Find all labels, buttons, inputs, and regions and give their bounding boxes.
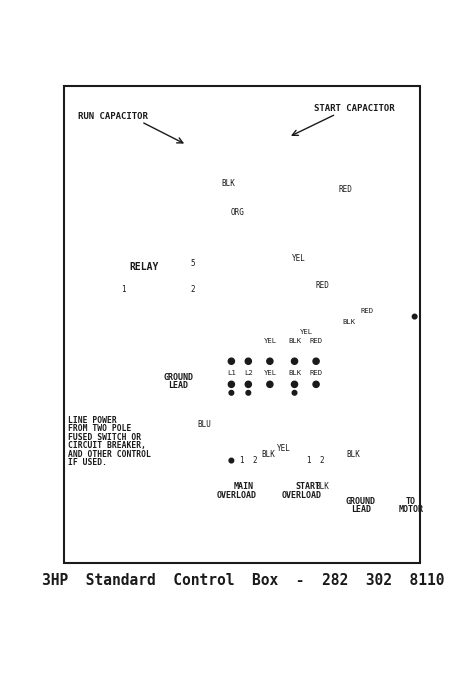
Text: BLK: BLK: [288, 370, 301, 376]
Text: RELAY: RELAY: [129, 262, 158, 272]
Bar: [191, 170, 198, 180]
Text: 1: 1: [121, 285, 126, 294]
Text: YEL: YEL: [264, 338, 276, 344]
Text: 1: 1: [239, 456, 244, 465]
Circle shape: [245, 358, 251, 364]
Circle shape: [292, 390, 297, 395]
Text: BLK: BLK: [343, 319, 356, 325]
Circle shape: [228, 358, 235, 364]
Text: RED: RED: [360, 308, 374, 314]
Text: L1: L1: [227, 370, 236, 376]
Circle shape: [292, 381, 298, 387]
Circle shape: [245, 381, 251, 387]
Text: BLU: BLU: [198, 420, 211, 429]
Text: LEAD: LEAD: [351, 505, 371, 514]
Circle shape: [267, 381, 273, 387]
Bar: [274, 170, 282, 180]
Text: BLK: BLK: [221, 179, 235, 188]
Bar: [242, 88, 290, 171]
Text: YEL: YEL: [264, 370, 276, 376]
Bar: [114, 249, 205, 298]
Bar: [220, 353, 344, 393]
Circle shape: [246, 390, 251, 395]
Text: FUSED SWITCH OR: FUSED SWITCH OR: [68, 433, 141, 442]
Text: TO: TO: [406, 497, 416, 506]
Bar: [247, 170, 255, 180]
Text: BLK: BLK: [346, 450, 360, 459]
Text: 2: 2: [191, 285, 195, 294]
Text: AND OTHER CONTROL: AND OTHER CONTROL: [68, 450, 151, 459]
Text: MAIN: MAIN: [234, 482, 254, 491]
Circle shape: [313, 358, 319, 364]
Text: OVERLOAD: OVERLOAD: [282, 491, 321, 500]
Text: 1: 1: [306, 456, 310, 465]
Text: IF USED.: IF USED.: [68, 458, 107, 467]
Bar: [185, 88, 233, 171]
Text: 2: 2: [252, 456, 257, 465]
Text: RED: RED: [338, 185, 352, 194]
Text: 5: 5: [191, 259, 195, 268]
Text: YEL: YEL: [292, 254, 306, 264]
Text: YEL: YEL: [300, 329, 313, 335]
Bar: [261, 170, 269, 180]
Bar: [211, 170, 219, 180]
Text: RED: RED: [315, 281, 329, 289]
Text: CIRCUIT BREAKER,: CIRCUIT BREAKER,: [68, 441, 146, 450]
Circle shape: [229, 458, 234, 463]
Text: YEL: YEL: [277, 444, 291, 453]
Circle shape: [267, 358, 273, 364]
Text: GROUND: GROUND: [163, 373, 193, 382]
Circle shape: [292, 358, 298, 364]
Text: RUN CAPACITOR: RUN CAPACITOR: [78, 112, 148, 121]
Circle shape: [229, 390, 234, 395]
Text: BLK: BLK: [288, 338, 301, 344]
Text: ORG: ORG: [230, 208, 245, 217]
Text: LEAD: LEAD: [168, 381, 188, 390]
Circle shape: [412, 314, 417, 319]
Text: BLK: BLK: [261, 450, 275, 459]
Text: 3HP  Standard  Control  Box  -  282  302  8110: 3HP Standard Control Box - 282 302 8110: [42, 573, 444, 588]
Text: GROUND: GROUND: [346, 497, 376, 506]
Text: RED: RED: [310, 338, 323, 344]
Circle shape: [228, 381, 235, 387]
Text: START: START: [296, 482, 321, 491]
Text: LINE POWER: LINE POWER: [68, 416, 117, 425]
Text: RED: RED: [310, 370, 323, 376]
Circle shape: [313, 381, 319, 387]
Text: MOTOR: MOTOR: [398, 505, 423, 514]
Text: FROM TWO POLE: FROM TWO POLE: [68, 424, 131, 434]
Text: 2: 2: [319, 456, 324, 465]
Text: L2: L2: [244, 370, 253, 376]
Text: BLK: BLK: [315, 482, 329, 491]
Text: OVERLOAD: OVERLOAD: [217, 491, 257, 500]
Text: START CAPACITOR: START CAPACITOR: [314, 104, 395, 113]
